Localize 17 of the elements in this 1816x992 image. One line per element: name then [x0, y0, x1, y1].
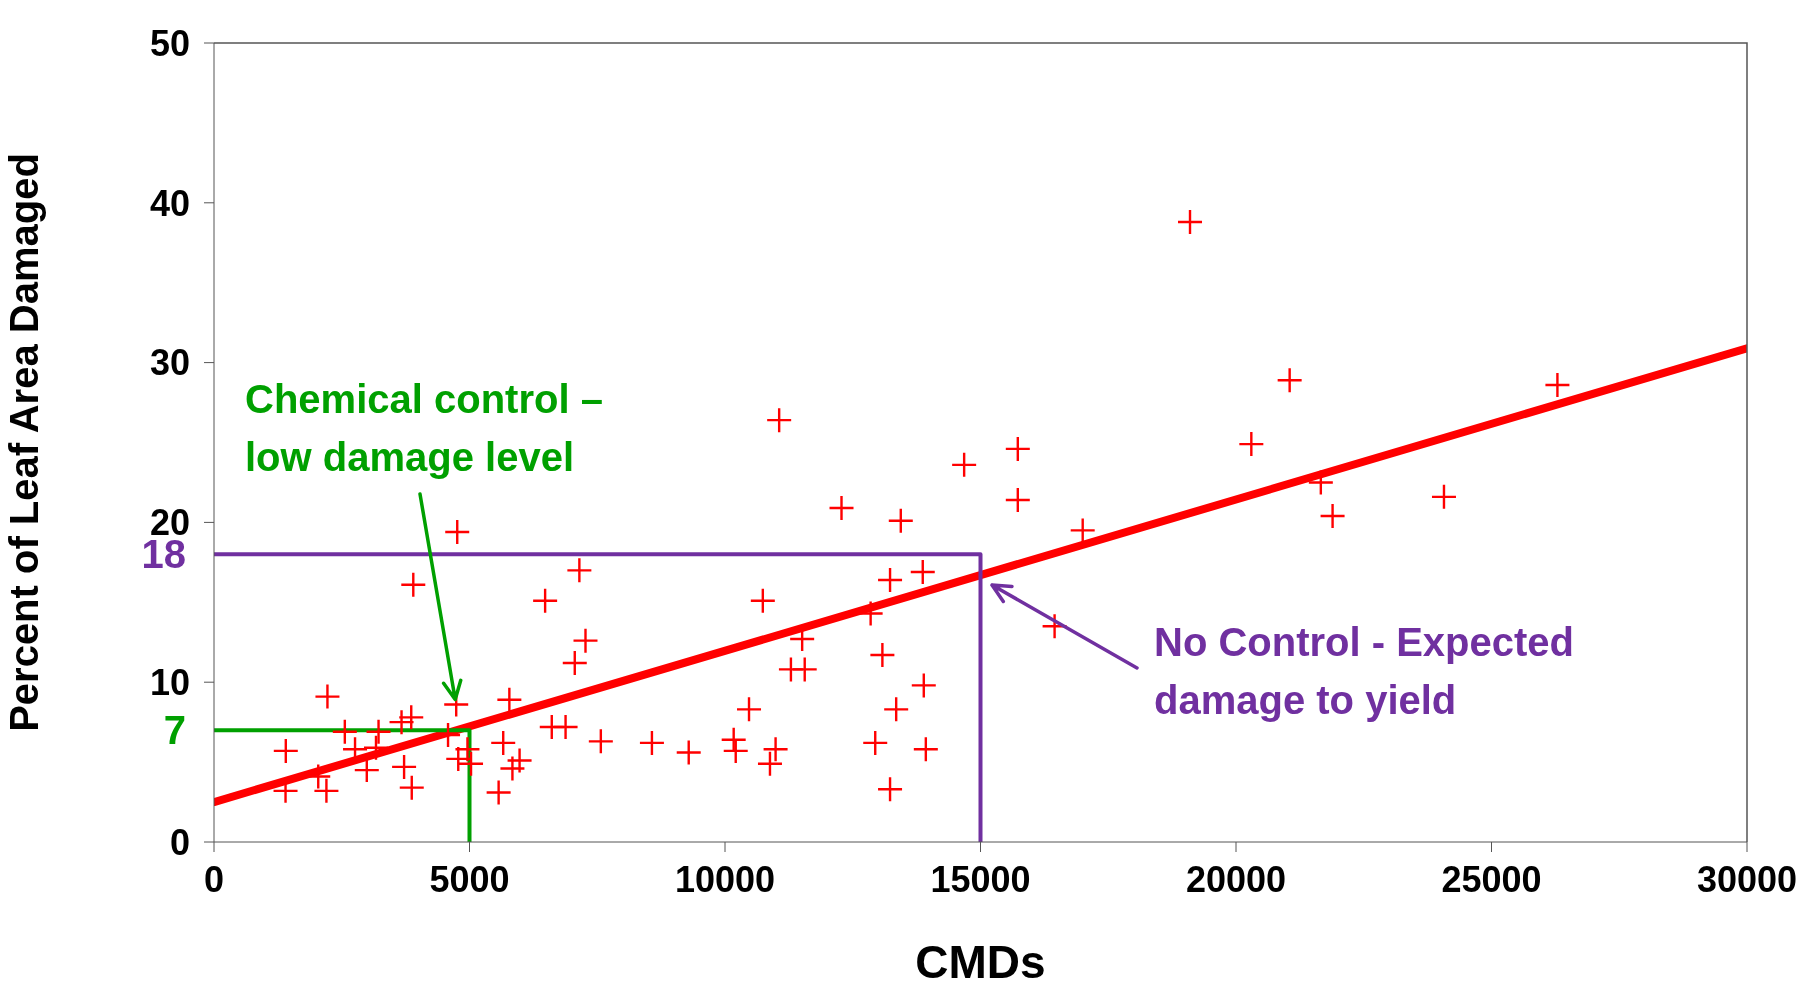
- x-tick-label: 20000: [1185, 858, 1287, 900]
- y-tick-label: 0: [169, 821, 190, 863]
- y-tick-label: 10: [149, 661, 190, 703]
- annotation: No Control - Expected damage to yield: [1154, 619, 1576, 724]
- x-tick-label: 0: [203, 858, 225, 900]
- annotation: Chemical control – low damage level: [245, 376, 604, 481]
- y-tick-label: 30: [149, 342, 190, 384]
- x-tick-label: 25000: [1441, 858, 1542, 900]
- x-tick-label: 15000: [930, 858, 1031, 900]
- y-tick-label: 50: [149, 22, 190, 64]
- data-label: 7: [163, 708, 186, 753]
- x-tick-label: 5000: [429, 858, 510, 900]
- x-axis-title: CMDs: [915, 936, 1046, 988]
- y-axis-title: Percent of Leaf Area Damaged: [2, 153, 47, 732]
- x-tick-label: 10000: [674, 858, 776, 900]
- y-tick-label: 40: [149, 182, 190, 224]
- x-tick-label: 30000: [1696, 858, 1798, 900]
